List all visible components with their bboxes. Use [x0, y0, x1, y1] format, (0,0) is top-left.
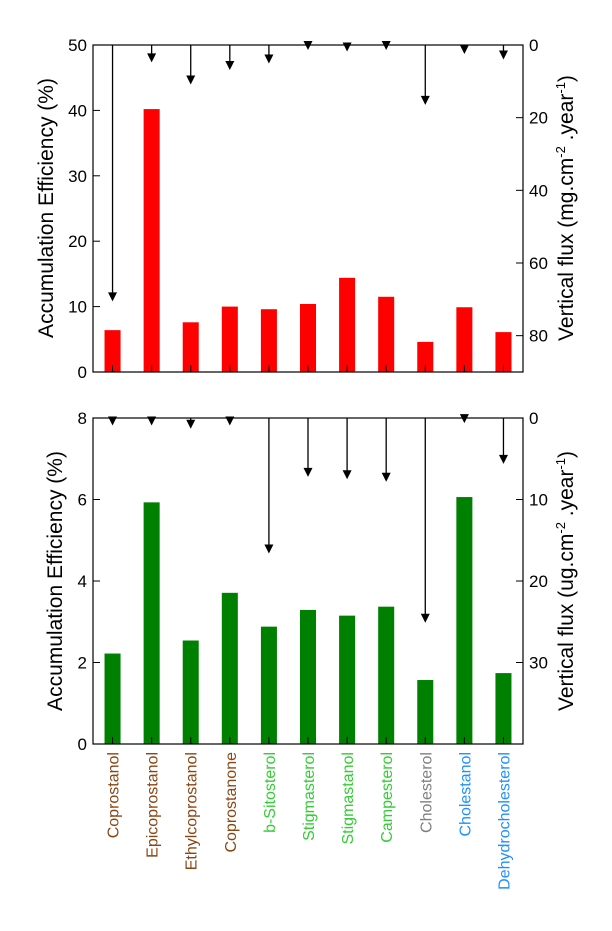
category-label: Campesterol	[379, 752, 396, 843]
bottom-bar	[417, 680, 434, 744]
bottom-y2-label-main: Vertical flux (ug.cm	[555, 534, 578, 711]
bottom-flux-arrow	[303, 418, 313, 477]
top-right-tick-label: 0	[529, 36, 538, 55]
top-left-tick-label: 30	[68, 167, 87, 186]
top-right-tick-label: 40	[529, 181, 548, 200]
category-label: Coprostanol	[106, 752, 123, 838]
category-label: Epicoprostanol	[145, 752, 162, 858]
bottom-bar	[143, 502, 160, 744]
bottom-left-ticks: 0 2 4 6 8	[78, 409, 100, 754]
bottom-y2-label-end: )	[555, 451, 578, 458]
top-flux-arrow	[147, 45, 157, 63]
top-bar	[299, 303, 317, 372]
top-flux-arrow	[420, 45, 430, 105]
bottom-bars	[104, 497, 512, 744]
top-right-ticks: 0 20 40 60 80	[516, 36, 548, 346]
top-bar	[495, 332, 512, 372]
bottom-bar	[495, 673, 512, 744]
bottom-flux-arrow	[264, 418, 274, 554]
top-flux-arrow	[108, 45, 118, 302]
category-labels: Coprostanol Epicoprostanol Ethylcoprostano…	[106, 752, 514, 890]
bottom-left-tick-label: 0	[78, 735, 87, 754]
bottom-bar	[221, 592, 238, 744]
top-chart: 0 10 20 30 40 50 0 20 40 60 80 Accumulation Effic…	[35, 36, 578, 382]
bottom-y2-label-sup1: -2	[553, 522, 568, 534]
bottom-bar	[339, 615, 356, 744]
top-bar	[417, 341, 434, 372]
top-flux-arrow	[459, 44, 469, 54]
top-y2-label-main: Vertical flux (mg.cm	[555, 158, 578, 341]
top-arrows	[108, 41, 508, 302]
bottom-right-tick-label: 10	[529, 491, 548, 510]
bottom-flux-arrow	[498, 418, 508, 464]
bottom-flux-arrow	[381, 418, 391, 482]
top-left-tick-label: 40	[68, 101, 87, 120]
bottom-bar	[104, 653, 121, 744]
top-y2-label-sup2: -1	[553, 82, 568, 94]
top-x-ticks	[112, 365, 504, 372]
bottom-flux-arrow	[186, 418, 196, 429]
top-flux-arrow	[186, 45, 196, 85]
bottom-flux-arrow	[420, 418, 430, 623]
top-right-tick-label: 60	[529, 254, 548, 273]
top-bar	[221, 306, 238, 372]
category-label: Stigmastanol	[340, 752, 357, 845]
top-right-tick-label: 80	[529, 327, 548, 346]
top-y2-label-end: )	[555, 75, 578, 82]
bottom-right-tick-label: 0	[529, 409, 538, 428]
top-left-tick-label: 0	[78, 363, 87, 382]
bottom-y-axis-label: Accumulation Efficiency (%)	[44, 451, 67, 711]
top-flux-arrow	[264, 45, 274, 64]
top-y-axis-label: Accumulation Efficiency (%)	[35, 78, 58, 338]
top-bar	[378, 296, 395, 372]
top-bars	[104, 109, 512, 372]
bottom-y2-label-sup2: -1	[553, 458, 568, 470]
category-label: Cholesterol	[418, 752, 435, 833]
top-bar	[339, 277, 356, 372]
bottom-flux-arrow	[342, 418, 352, 480]
top-left-tick-label: 50	[68, 36, 87, 55]
category-label: Ethylcoprostanol	[184, 752, 201, 870]
top-bar	[456, 307, 473, 372]
bottom-left-tick-label: 4	[78, 572, 87, 591]
bottom-bar	[299, 609, 317, 744]
bottom-right-tick-label: 20	[529, 572, 548, 591]
top-y2-label-sup1: -2	[553, 146, 568, 158]
category-label: b-Sitosterol	[262, 752, 279, 833]
top-bar	[104, 330, 121, 372]
bottom-chart: 0 2 4 6 8 0 10 20 30 Accumulation Efficiency (%…	[44, 409, 578, 754]
bottom-y2-axis-label: Vertical flux (ug.cm-2 .year-1)	[553, 451, 578, 711]
bottom-right-tick-label: 30	[529, 654, 548, 673]
top-flux-arrow	[498, 45, 508, 60]
category-label: Dehydrocholesterol	[496, 752, 513, 890]
bottom-y2-label-mid: .year	[555, 470, 578, 523]
top-bar	[182, 322, 199, 372]
top-bar	[143, 109, 160, 372]
bottom-left-tick-label: 8	[78, 409, 87, 428]
bottom-right-ticks: 0 10 20 30	[516, 409, 548, 673]
bottom-bar	[182, 640, 199, 744]
category-label: Coprostanone	[223, 752, 240, 853]
bottom-bar	[456, 497, 473, 744]
top-y2-axis-label: Vertical flux (mg.cm-2 .year-1)	[553, 75, 578, 341]
bottom-x-ticks	[112, 737, 504, 744]
top-flux-arrow	[225, 45, 235, 70]
bottom-left-tick-label: 2	[78, 654, 87, 673]
bottom-left-tick-label: 6	[78, 491, 87, 510]
top-bar	[260, 309, 277, 372]
top-right-tick-label: 20	[529, 109, 548, 128]
top-left-tick-label: 10	[68, 298, 87, 317]
category-label: Cholestanol	[457, 752, 474, 837]
top-y2-label-mid: .year	[555, 94, 578, 147]
bottom-bar	[260, 626, 277, 744]
bottom-bar	[378, 606, 395, 744]
top-left-tick-label: 20	[68, 232, 87, 251]
category-label: Stigmasterol	[301, 752, 318, 841]
top-left-ticks: 0 10 20 30 40 50	[68, 36, 100, 382]
